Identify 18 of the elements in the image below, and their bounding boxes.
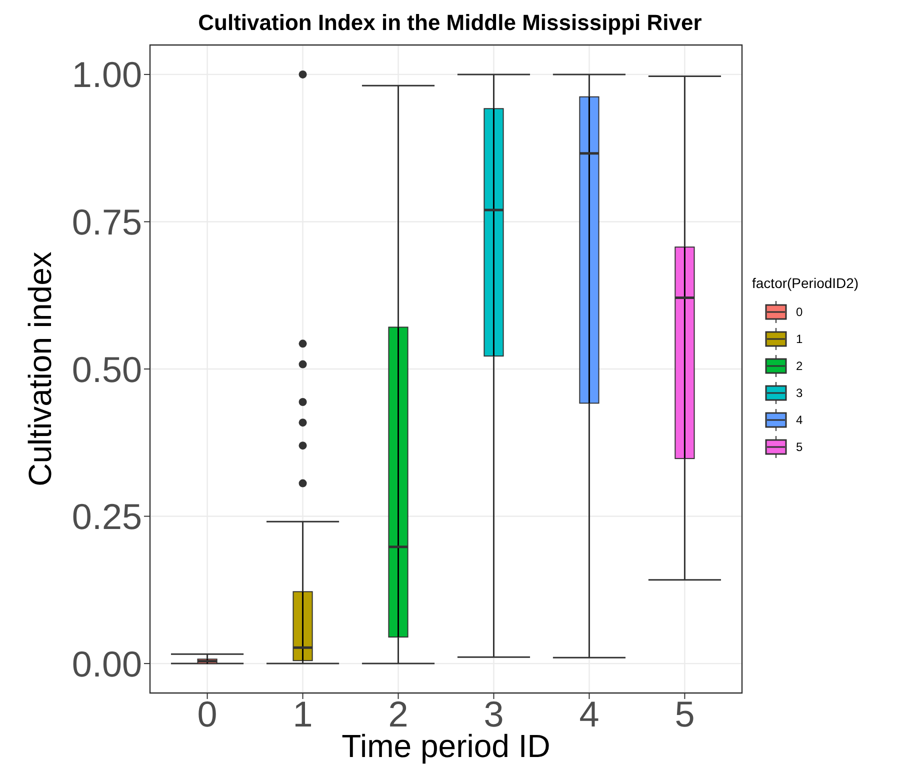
y-tick-label: 0.25 [72, 496, 142, 538]
x-tick-label: 5 [674, 694, 695, 735]
legend-label: 5 [796, 440, 803, 454]
y-axis-title: Cultivation index [21, 250, 59, 488]
x-tick-label: 4 [579, 694, 600, 735]
y-tick-label: 0.00 [72, 643, 142, 684]
legend-label: 4 [796, 413, 803, 427]
x-tick-label: 0 [197, 694, 218, 735]
legend-label: 1 [796, 332, 803, 346]
y-tick-label: 1.00 [72, 54, 142, 96]
legend-label: 3 [796, 386, 803, 400]
legend-label: 0 [796, 305, 803, 319]
y-tick-label: 0.75 [72, 202, 142, 243]
legend-label: 2 [796, 359, 803, 373]
legend-title: factor(PeriodID2) [752, 275, 860, 291]
y-tick-label: 0.50 [72, 348, 142, 390]
chart-title: Cultivation Index in the Middle Mississippi River [197, 10, 703, 36]
x-tick-label: 1 [292, 694, 313, 735]
